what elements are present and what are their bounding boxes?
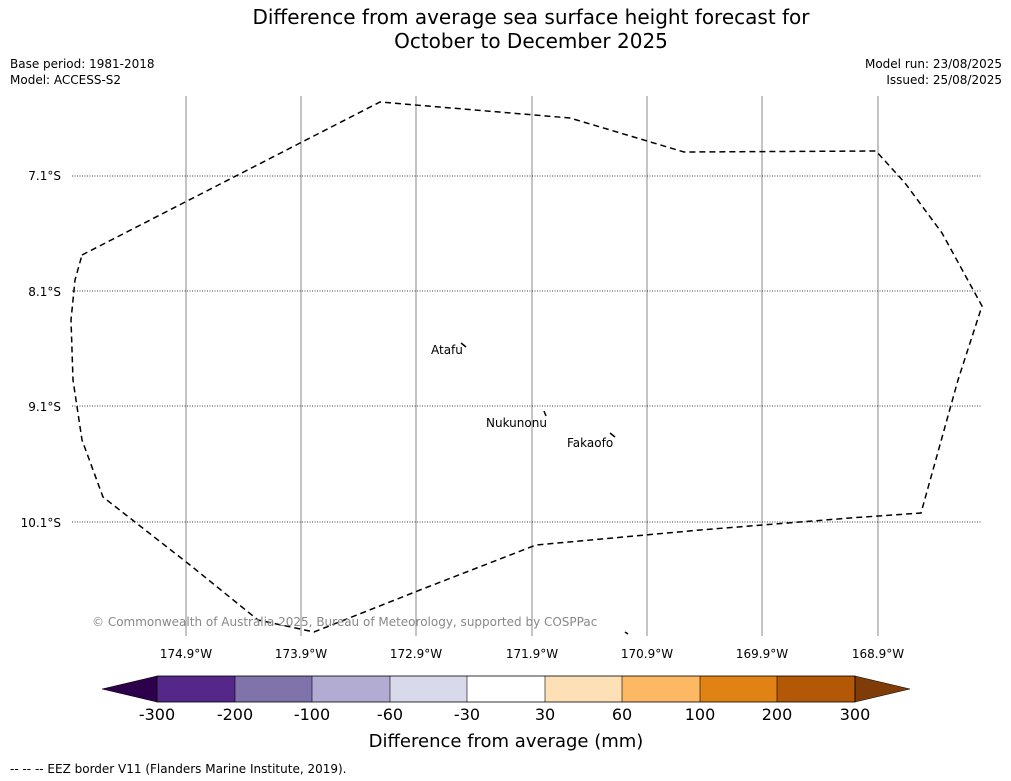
colorbar-segment [545,676,622,702]
eez-border [70,101,983,633]
colorbar-segment [622,676,700,702]
longitude-gridlines [185,96,879,636]
lon-label: 169.9°W [736,647,788,661]
map-title: Difference from average sea surface heig… [0,5,1011,53]
colorbar-tick-label: -30 [454,705,480,724]
colorbar-segment [312,676,390,702]
colorbar-tick-label: 60 [612,705,632,724]
fakaofo-island-shape [609,432,616,438]
swains-island-shape [624,631,629,635]
model-name: Model: ACCESS-S2 [10,73,122,87]
title-line-2: October to December 2025 [394,29,668,53]
colorbar-segment [390,676,467,702]
colorbar-segment [700,676,777,702]
atafu-island-shape [460,342,467,348]
colorbar-title: Difference from average (mm) [369,731,644,752]
colorbar-segment [157,676,235,702]
lat-label: 7.1°S [28,169,61,183]
meta-right: Model run: 23/08/2025 Issued: 25/08/2025 [865,56,1002,88]
colorbar-tick-label: 300 [840,705,871,724]
colorbar-tick-label: 200 [762,705,793,724]
colorbar-segment [777,676,855,702]
lon-label: 171.9°W [506,647,558,661]
place-label-atafu: Atafu [431,343,463,357]
meta-left: Base period: 1981-2018 Model: ACCESS-S2 [10,56,155,88]
colorbar: -300 -200 -100 -60 -30 30 60 100 200 300… [101,675,911,752]
colorbar-tick-label: -100 [294,705,330,724]
colorbar-segment [235,676,312,702]
colorbar-tick-label: -60 [377,705,403,724]
colorbar-dividers [234,676,778,702]
model-run: Model run: 23/08/2025 [864,57,1002,71]
copyright-text: © Commonwealth of Australia 2025, Bureau… [92,615,597,629]
lon-label: 174.9°W [160,647,212,661]
base-period: Base period: 1981-2018 [10,57,155,71]
latitude-gridlines [72,175,982,523]
lon-label: 170.9°W [621,647,673,661]
colorbar-tick-label: 100 [685,705,716,724]
eez-legend-text: -- -- -- EEZ border V11 (Flanders Marine… [10,762,347,776]
colorbar-extend-high [854,675,911,703]
nukunonu-island-shape [543,410,547,417]
lat-label: 9.1°S [28,400,61,414]
place-label-nukunonu: Nukunonu [486,416,547,430]
title-line-1: Difference from average sea surface heig… [252,5,810,29]
colorbar-tick-label: 30 [535,705,555,724]
place-label-fakaofo: Fakaofo [567,436,613,450]
colorbar-extend-low [101,675,158,703]
issued-date: Issued: 25/08/2025 [886,73,1002,87]
lon-label: 173.9°W [275,647,327,661]
colorbar-outline [156,675,856,703]
colorbar-segment [467,676,545,702]
colorbar-tick-label: -300 [139,705,175,724]
lat-label: 8.1°S [28,285,61,299]
lon-label: 168.9°W [852,647,904,661]
lon-label: 172.9°W [390,647,442,661]
lat-label: 10.1°S [21,516,61,530]
colorbar-tick-label: -200 [217,705,253,724]
